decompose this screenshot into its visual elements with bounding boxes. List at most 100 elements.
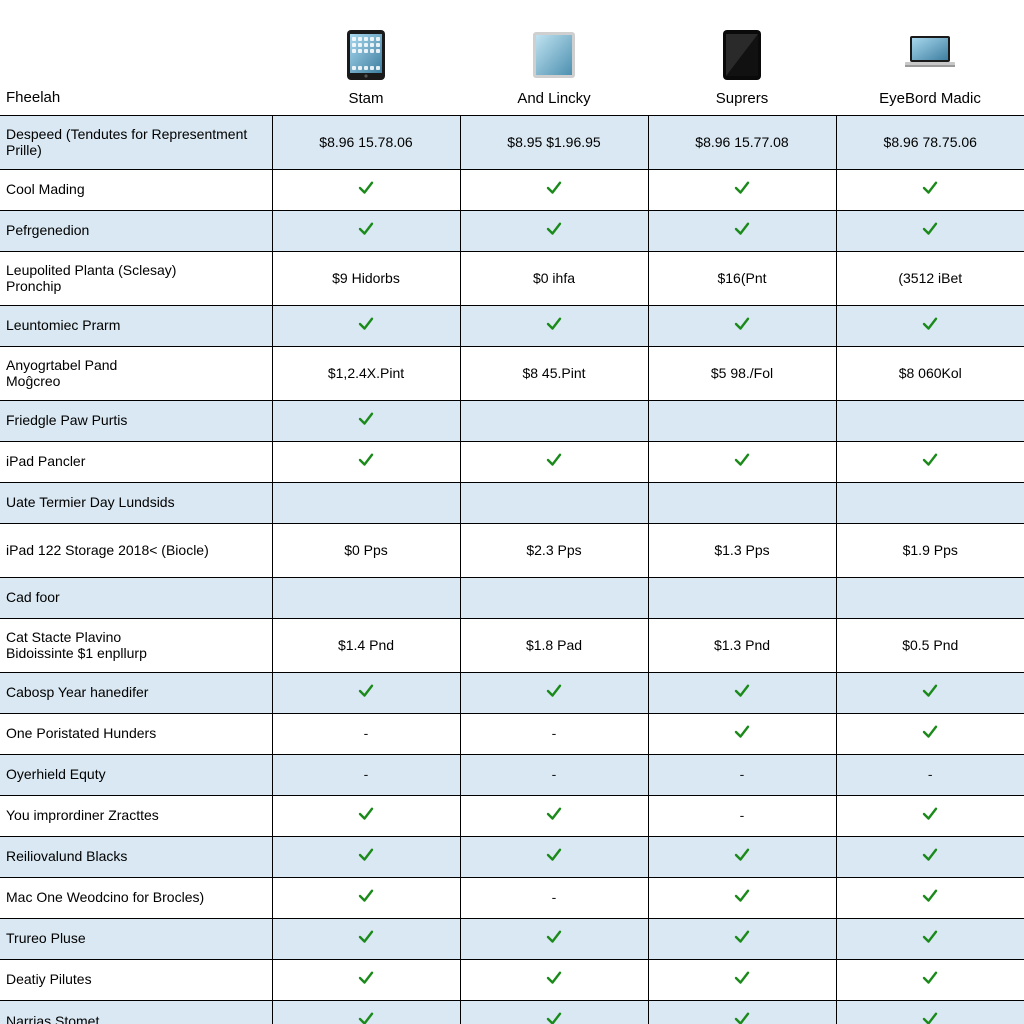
feature-cell: - xyxy=(836,754,1024,795)
table-row: Friedgle Paw Purtis xyxy=(0,400,1024,441)
feature-cell xyxy=(836,836,1024,877)
check-icon xyxy=(357,315,375,333)
check-icon xyxy=(357,682,375,700)
check-icon xyxy=(357,451,375,469)
table-row: Cool Mading xyxy=(0,169,1024,210)
cell-text: $1.4 Pnd xyxy=(338,637,394,653)
cell-text: $1.9 Pps xyxy=(903,542,958,558)
cell-text: $8 45.Pint xyxy=(522,365,585,381)
product-header-2: Suprers xyxy=(648,0,836,115)
check-icon xyxy=(733,1010,751,1024)
table-row: Cabosp Year hanedifer xyxy=(0,672,1024,713)
feature-label: Oyerhield Equty xyxy=(0,754,272,795)
check-icon xyxy=(545,928,563,946)
feature-cell: $9 Hidorbs xyxy=(272,251,460,305)
feature-cell: $8.96 78.75.06 xyxy=(836,115,1024,169)
feature-cell xyxy=(460,959,648,1000)
feature-label: Cabosp Year hanedifer xyxy=(0,672,272,713)
feature-cell xyxy=(272,836,460,877)
check-icon xyxy=(921,220,939,238)
check-icon xyxy=(733,969,751,987)
feature-label: Friedgle Paw Purtis xyxy=(0,400,272,441)
check-icon xyxy=(545,220,563,238)
feature-cell xyxy=(648,713,836,754)
cell-text: $0 Pps xyxy=(344,542,388,558)
feature-cell xyxy=(272,959,460,1000)
feature-label: You imprordiner Zracttes xyxy=(0,795,272,836)
dash-mark: - xyxy=(740,766,745,782)
check-icon xyxy=(357,805,375,823)
check-icon xyxy=(921,887,939,905)
table-row: One Poristated Hunders-- xyxy=(0,713,1024,754)
feature-label: Anyogrtabel PandMoĝcreo xyxy=(0,346,272,400)
cell-text: $1.8 Pad xyxy=(526,637,582,653)
feature-cell xyxy=(836,441,1024,482)
check-icon xyxy=(921,969,939,987)
check-icon xyxy=(733,179,751,197)
check-icon xyxy=(545,179,563,197)
check-icon xyxy=(921,315,939,333)
feature-cell xyxy=(272,577,460,618)
feature-cell: $1.9 Pps xyxy=(836,523,1024,577)
table-row: Cad foor xyxy=(0,577,1024,618)
feature-cell: $1.3 Pnd xyxy=(648,618,836,672)
feature-cell xyxy=(272,305,460,346)
check-icon xyxy=(545,315,563,333)
feature-header-label: Fheelah xyxy=(6,89,60,106)
dash-mark: - xyxy=(552,766,557,782)
feature-cell xyxy=(460,210,648,251)
feature-cell: $2.3 Pps xyxy=(460,523,648,577)
feature-cell: $1,2.4X.Pint xyxy=(272,346,460,400)
check-icon xyxy=(357,179,375,197)
feature-cell xyxy=(460,836,648,877)
feature-cell xyxy=(836,400,1024,441)
feature-cell: - xyxy=(272,713,460,754)
ipad-glossy-dark-icon xyxy=(713,26,771,84)
feature-cell xyxy=(460,918,648,959)
cell-text: $8.96 15.78.06 xyxy=(319,134,412,150)
feature-cell xyxy=(648,672,836,713)
check-icon xyxy=(733,451,751,469)
feature-cell xyxy=(272,441,460,482)
feature-cell xyxy=(460,400,648,441)
feature-cell xyxy=(836,877,1024,918)
feature-cell xyxy=(836,210,1024,251)
dash-mark: - xyxy=(928,766,933,782)
feature-cell xyxy=(460,305,648,346)
check-icon xyxy=(357,1010,375,1024)
feature-cell xyxy=(836,672,1024,713)
cell-text: $0 ihfa xyxy=(533,270,575,286)
feature-cell xyxy=(648,482,836,523)
table-row: Leuntomiec Prarm xyxy=(0,305,1024,346)
check-icon xyxy=(357,410,375,428)
feature-label: iPad 122 Storage 2018< (Biocle) xyxy=(0,523,272,577)
check-icon xyxy=(545,451,563,469)
feature-cell xyxy=(648,1000,836,1024)
feature-cell: - xyxy=(460,754,648,795)
feature-cell: - xyxy=(272,754,460,795)
feature-column-header: Fheelah xyxy=(0,0,272,115)
table-body: Despeed (Tendutes for Representment Pril… xyxy=(0,115,1024,1024)
feature-cell xyxy=(648,877,836,918)
table-row: Pefrgenedion xyxy=(0,210,1024,251)
dash-mark: - xyxy=(364,725,369,741)
feature-cell: (3512 iBet xyxy=(836,251,1024,305)
feature-cell xyxy=(648,441,836,482)
feature-cell xyxy=(272,672,460,713)
feature-label: Pefrgenedion xyxy=(0,210,272,251)
product-header-3: EyeBord Madic xyxy=(836,0,1024,115)
feature-cell xyxy=(648,918,836,959)
feature-cell xyxy=(460,795,648,836)
check-icon xyxy=(545,805,563,823)
table-row: iPad 122 Storage 2018< (Biocle) $0 Pps $2.… xyxy=(0,523,1024,577)
cell-text: $8.96 15.77.08 xyxy=(695,134,788,150)
feature-label: Cat Stacte PlavinoBidoissinte $1 enpllur… xyxy=(0,618,272,672)
feature-label: Trureo Pluse xyxy=(0,918,272,959)
cell-text: $5 98./Fol xyxy=(711,365,773,381)
check-icon xyxy=(733,682,751,700)
check-icon xyxy=(921,805,939,823)
check-icon xyxy=(733,315,751,333)
cell-text: $0.5 Pnd xyxy=(902,637,958,653)
check-icon xyxy=(545,682,563,700)
check-icon xyxy=(357,220,375,238)
